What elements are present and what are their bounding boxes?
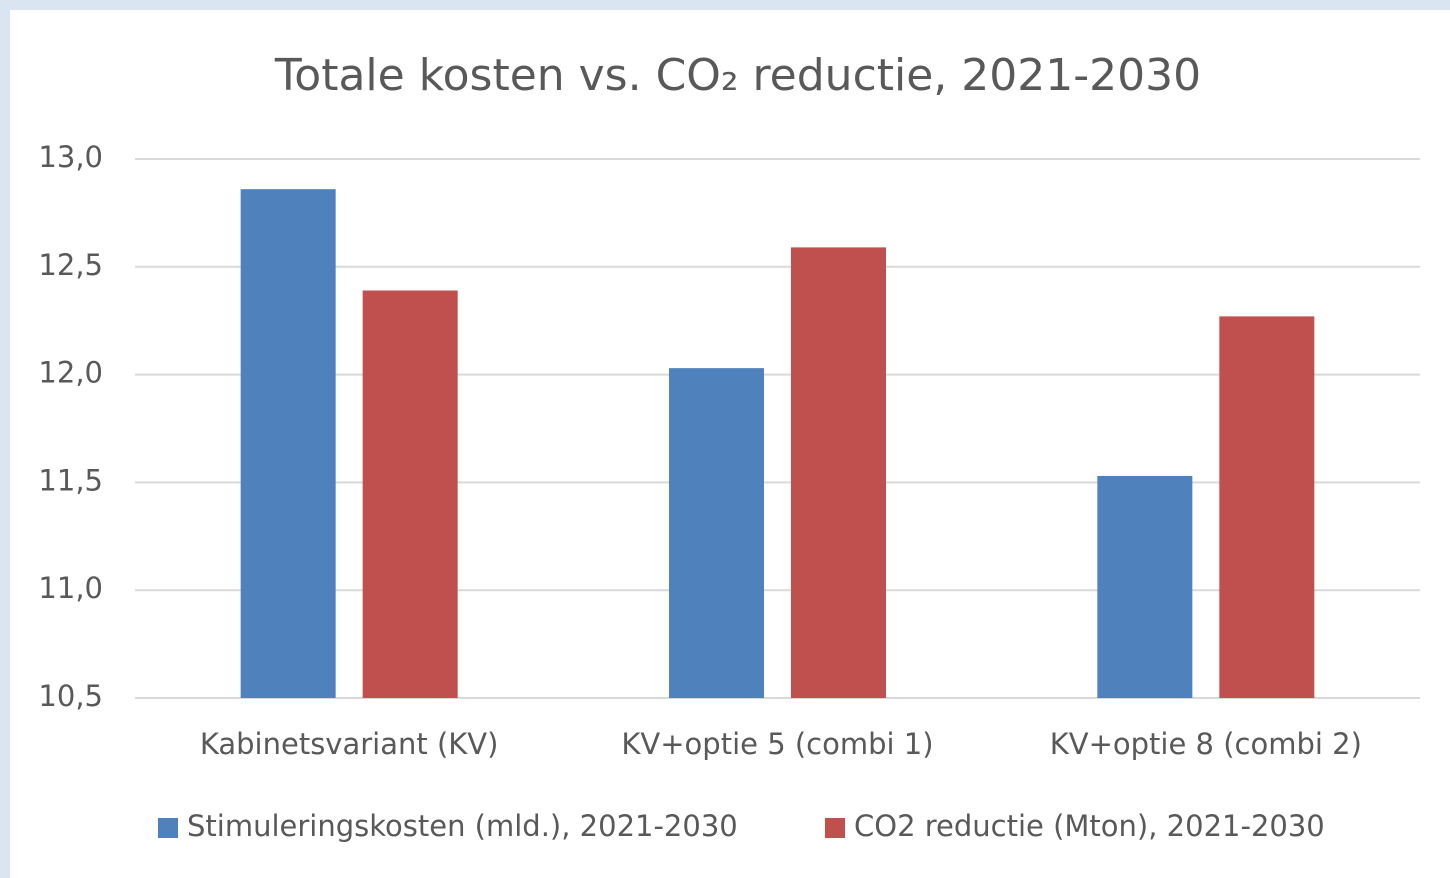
legend-label: Stimuleringskosten (mld.), 2021-2030 [187,809,738,843]
y-tick-label: 12,5 [38,248,103,282]
legend-swatch [158,818,178,838]
bar [1097,475,1193,698]
y-tick-label: 11,0 [38,571,103,605]
y-tick-label: 11,5 [38,463,103,497]
bar [669,368,764,698]
bar [1219,316,1315,698]
y-tick-label: 13,0 [38,140,103,174]
y-tick-label: 10,5 [38,679,103,713]
bar [791,247,886,698]
x-tick-label: KV+optie 5 (combi 1) [621,727,933,761]
chart-title: Totale kosten vs. CO₂ reductie, 2021-203… [274,50,1201,101]
x-tick-label: KV+optie 8 (combi 2) [1050,727,1362,761]
legend-swatch [825,818,845,838]
x-tick-label: Kabinetsvariant (KV) [200,727,499,761]
y-tick-label: 12,0 [38,356,103,390]
legend-label: CO2 reductie (Mton), 2021-2030 [854,809,1325,843]
bar [362,290,458,698]
bar [240,189,336,698]
